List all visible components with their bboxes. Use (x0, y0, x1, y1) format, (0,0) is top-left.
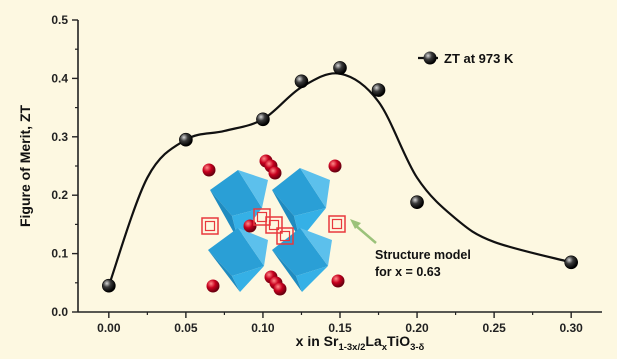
y-tick-label: 0.4 (51, 71, 68, 85)
x-tick-label: 0.00 (97, 321, 121, 335)
legend-label: ZT at 973 K (444, 51, 514, 66)
data-point (294, 74, 309, 89)
y-tick-label: 0.5 (51, 13, 68, 27)
x-tick-label: 0.05 (174, 321, 198, 335)
atoms (202, 154, 345, 296)
fit-curve (107, 72, 572, 287)
x-tick-label: 0.15 (328, 321, 352, 335)
x-tick-label: 0.30 (559, 321, 583, 335)
data-point (333, 61, 347, 75)
y-tick-label: 0.2 (51, 188, 68, 202)
vacancy-square-inner (204, 220, 216, 232)
atom (328, 159, 342, 173)
vacancy-square (276, 227, 294, 245)
x-tick-label: 0.20 (405, 321, 429, 335)
vacancy-square-inner (331, 218, 343, 230)
data-point (564, 255, 578, 270)
annotation-arrow-head (350, 219, 361, 229)
legend-marker (423, 51, 437, 65)
data-point (179, 132, 193, 147)
x-label-sub3: 3-δ (410, 342, 424, 353)
x-label-sub2: x (382, 342, 388, 353)
vacancy-square-inner (279, 230, 291, 242)
annotation-line-1: Structure model (375, 248, 471, 262)
data-point (410, 195, 424, 210)
x-tick-label: 0.25 (482, 321, 506, 335)
y-tick-label: 0.1 (51, 247, 68, 261)
structure-annotation: Structure model for x = 0.63 (350, 219, 471, 279)
vacancy-square (201, 217, 219, 235)
y-ticks: 0.0 0.1 0.2 0.3 0.4 0.5 (51, 13, 78, 319)
data-point (256, 112, 270, 127)
vacancy-square (328, 215, 346, 233)
x-label-sub1: 1-3x/2 (338, 342, 365, 353)
annotation-line-2: for x = 0.63 (375, 265, 441, 279)
data-point (371, 83, 386, 97)
x-label-mid2: TiO (387, 333, 410, 349)
atom (202, 163, 216, 177)
structure-model-inset (201, 154, 346, 296)
x-ticks: 0.00 0.05 0.10 0.15 0.20 0.25 0.30 (97, 312, 583, 335)
octahedron-bottom-left (208, 228, 268, 292)
y-tick-label: 0.3 (51, 130, 68, 144)
y-tick-label: 0.0 (51, 305, 68, 319)
x-tick-label: 0.10 (251, 321, 275, 335)
x-label-prefix: x in Sr (296, 333, 339, 349)
atom (273, 282, 287, 296)
vacancies (201, 208, 346, 245)
x-label-mid: La (365, 333, 382, 349)
data-point (102, 278, 116, 293)
annotation-arrow-line (354, 224, 377, 244)
vacancy-square-inner (256, 211, 268, 223)
y-axis-label: Figure of Merit, ZT (17, 105, 33, 228)
atom (268, 166, 282, 180)
vacancy-square (265, 216, 283, 234)
atom (206, 279, 220, 293)
x-axis-label: x in Sr1-3x/2LaxTiO3-δ (296, 333, 425, 353)
atom (331, 274, 345, 288)
data-points (102, 61, 578, 293)
legend: ZT at 973 K (418, 51, 514, 66)
vacancy-square-inner (268, 219, 280, 231)
